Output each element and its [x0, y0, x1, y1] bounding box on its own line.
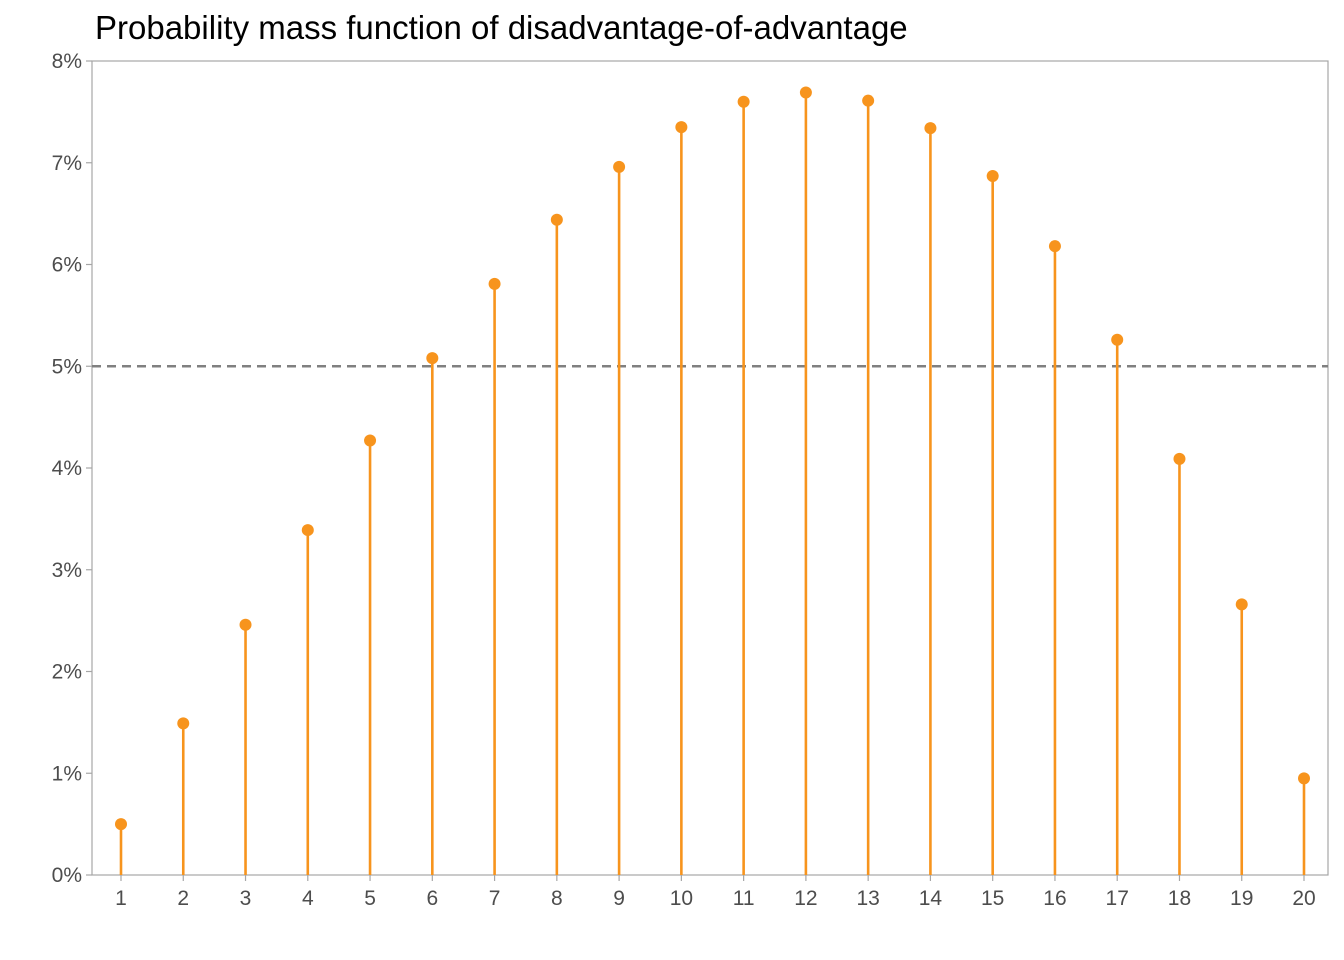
point-6	[426, 352, 439, 365]
point-13	[862, 94, 875, 107]
y-axis: 0% 1% 2% 3% 4% 5% 6% 7% 8%	[52, 50, 92, 887]
point-10	[675, 121, 688, 134]
point-1	[115, 818, 127, 831]
point-4	[301, 524, 314, 537]
point-5	[364, 434, 377, 447]
x-tick-label: 10	[670, 887, 693, 910]
x-tick-label: 4	[302, 887, 314, 910]
plot-border	[91, 60, 1329, 876]
x-tick-label: 2	[177, 887, 189, 910]
x-tick-label: 9	[613, 887, 625, 910]
x-tick-label: 18	[1168, 887, 1191, 910]
y-tick-label: 8%	[52, 50, 82, 73]
point-17	[1111, 333, 1124, 346]
x-tick-label: 17	[1106, 887, 1129, 910]
point-12	[799, 86, 812, 99]
point-7	[488, 277, 501, 290]
x-tick-label: 11	[733, 887, 755, 910]
point-20	[1298, 772, 1310, 785]
chart-title: Probability mass function of disadvantag…	[95, 9, 908, 46]
point-19	[1235, 598, 1248, 611]
point-16	[1048, 240, 1061, 253]
plot-frame	[91, 60, 1329, 876]
x-tick-label: 20	[1292, 887, 1315, 910]
data-marks	[115, 86, 1310, 875]
y-tick-label: 0%	[52, 864, 82, 887]
point-9	[613, 160, 626, 173]
y-tick-label: 5%	[52, 355, 82, 378]
x-tick-label: 15	[981, 887, 1004, 910]
y-tick-label: 1%	[52, 762, 82, 785]
y-tick-label: 2%	[52, 661, 82, 684]
point-18	[1173, 452, 1186, 465]
point-15	[986, 169, 999, 182]
y-tick-label: 4%	[52, 457, 82, 480]
point-14	[924, 122, 937, 135]
x-tick-label: 16	[1043, 887, 1066, 910]
x-tick-label: 13	[856, 887, 879, 910]
x-tick-label: 5	[364, 887, 376, 910]
point-3	[239, 618, 252, 631]
x-tick-label: 14	[919, 887, 943, 910]
x-tick-label: 6	[426, 887, 438, 910]
y-tick-label: 3%	[52, 559, 82, 582]
y-tick-label: 7%	[52, 152, 82, 175]
x-tick-label: 3	[240, 887, 252, 910]
x-tick-label: 1	[115, 887, 127, 910]
y-tick-label: 6%	[52, 254, 82, 277]
x-tick-label: 12	[794, 887, 817, 910]
point-11	[737, 95, 750, 108]
point-8	[550, 213, 563, 226]
x-axis: 1 2 3 4 5 6 7 8 9 10 11 12 13 14 15 16 17 18 19 20	[115, 875, 1316, 910]
x-tick-label: 8	[551, 887, 563, 910]
x-tick-label: 7	[489, 887, 501, 910]
x-tick-label: 19	[1230, 887, 1253, 910]
point-2	[177, 717, 190, 730]
